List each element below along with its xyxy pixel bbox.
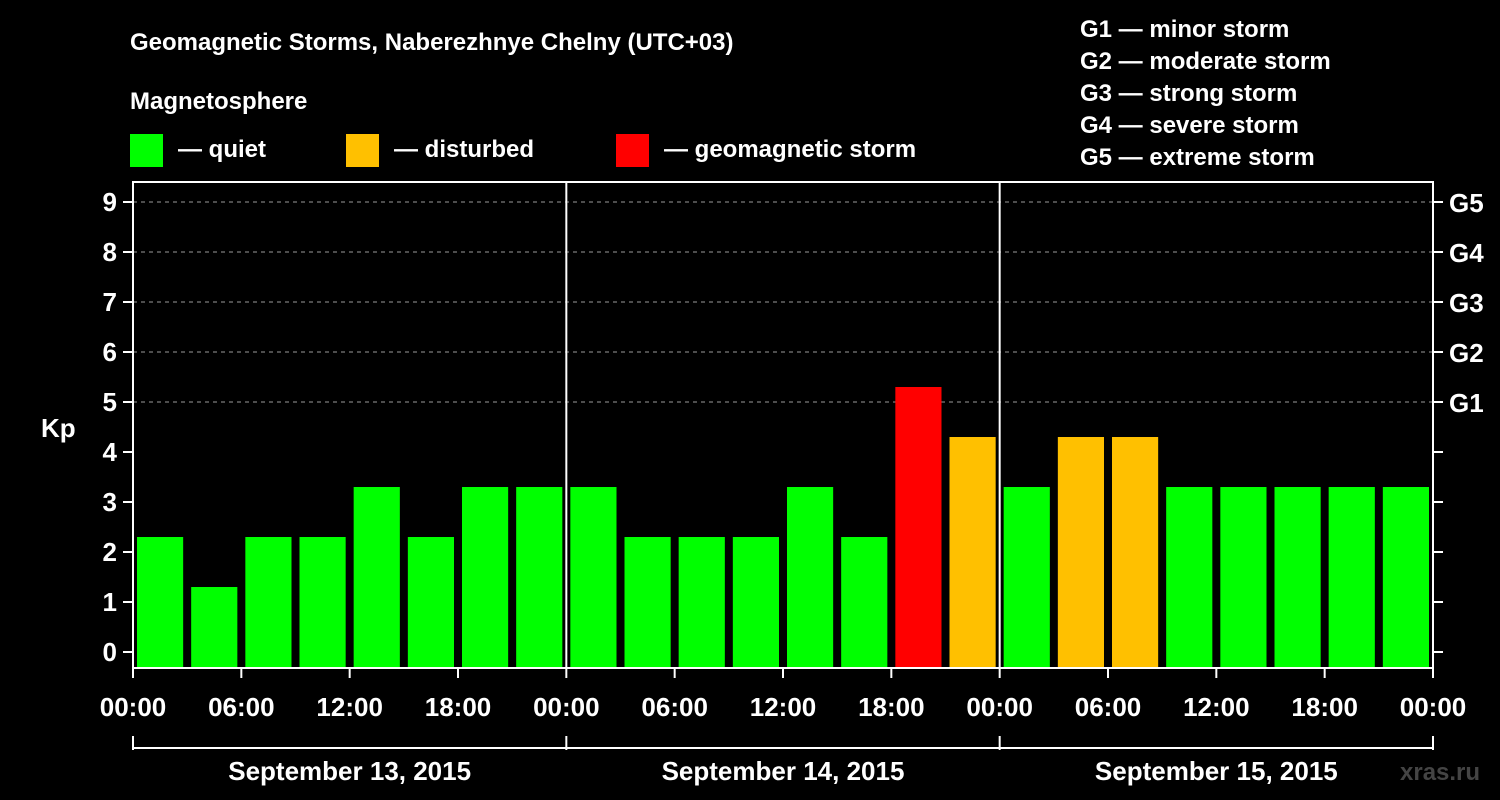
bar-21 bbox=[1274, 487, 1321, 668]
g-scale-item-1: G2 — moderate storm bbox=[1080, 48, 1331, 75]
bar-19 bbox=[1166, 487, 1213, 668]
y-tick-label-3: 3 bbox=[103, 487, 117, 517]
legend-label-0: — quiet bbox=[178, 136, 266, 163]
y-tick-label-8: 8 bbox=[103, 237, 117, 267]
g-scale-item-3: G4 — severe storm bbox=[1080, 112, 1299, 139]
x-tick-label-12: 00:00 bbox=[1400, 692, 1467, 722]
y-tick-label-5: 5 bbox=[103, 387, 117, 417]
x-tick-label-11: 18:00 bbox=[1291, 692, 1358, 722]
g-scale-legend: G1 — minor storm G2 — moderate storm G3 — … bbox=[1080, 16, 1331, 171]
x-tick-label-0: 00:00 bbox=[100, 692, 167, 722]
y-tick-label-6: 6 bbox=[103, 337, 117, 367]
g-level-label-4: G5 bbox=[1449, 188, 1484, 218]
g-level-label-3: G4 bbox=[1449, 238, 1484, 268]
bar-15 bbox=[949, 437, 996, 668]
axes: 0 1 2 3 4 5 6 7 8 9 G1 G2 G3 G4 G5 00:00 06:00 12:00 18:00… bbox=[100, 181, 1484, 786]
grid bbox=[133, 201, 1433, 403]
bar-9 bbox=[624, 537, 671, 668]
y-tick-label-9: 9 bbox=[103, 187, 117, 217]
legend: — quiet — disturbed — geomagnetic storm bbox=[130, 134, 916, 167]
x-tick-label-3: 18:00 bbox=[425, 692, 492, 722]
legend-label-1: — disturbed bbox=[394, 136, 534, 163]
x-tick-label-10: 12:00 bbox=[1183, 692, 1250, 722]
g-scale-item-0: G1 — minor storm bbox=[1080, 16, 1289, 43]
g-scale-item-4: G5 — extreme storm bbox=[1080, 144, 1315, 171]
bar-18 bbox=[1112, 437, 1159, 668]
day-label-2: September 15, 2015 bbox=[1095, 756, 1338, 786]
y-tick-label-7: 7 bbox=[103, 287, 117, 317]
legend-title: Magnetosphere bbox=[130, 88, 307, 115]
legend-swatch-1 bbox=[346, 134, 379, 167]
chart-title: Geomagnetic Storms, Naberezhnye Chelny (… bbox=[130, 29, 734, 56]
bar-4 bbox=[353, 487, 400, 668]
x-tick-label-6: 12:00 bbox=[750, 692, 817, 722]
x-tick-label-9: 06:00 bbox=[1075, 692, 1142, 722]
bars bbox=[137, 387, 1429, 668]
bar-8 bbox=[570, 487, 617, 668]
y-tick-label-4: 4 bbox=[103, 437, 118, 467]
y-axis-label: Kp bbox=[41, 413, 76, 443]
bar-23 bbox=[1382, 487, 1429, 668]
g-level-label-0: G1 bbox=[1449, 388, 1484, 418]
bar-11 bbox=[732, 537, 779, 668]
bar-13 bbox=[841, 537, 888, 668]
legend-swatch-0 bbox=[130, 134, 163, 167]
y-tick-label-0: 0 bbox=[103, 637, 117, 667]
g-level-label-1: G2 bbox=[1449, 338, 1484, 368]
bar-6 bbox=[462, 487, 509, 668]
bar-5 bbox=[407, 537, 454, 668]
x-tick-label-5: 06:00 bbox=[641, 692, 708, 722]
bar-17 bbox=[1057, 437, 1104, 668]
bar-0 bbox=[137, 537, 184, 668]
y-tick-label-2: 2 bbox=[103, 537, 117, 567]
bar-22 bbox=[1328, 487, 1375, 668]
bar-10 bbox=[678, 537, 725, 668]
bar-3 bbox=[299, 537, 346, 668]
bar-16 bbox=[1003, 487, 1050, 668]
g-scale-item-2: G3 — strong storm bbox=[1080, 80, 1297, 107]
day-label-0: September 13, 2015 bbox=[228, 756, 471, 786]
x-tick-label-4: 00:00 bbox=[533, 692, 600, 722]
bar-14 bbox=[895, 387, 942, 668]
bar-20 bbox=[1220, 487, 1267, 668]
x-tick-label-7: 18:00 bbox=[858, 692, 925, 722]
legend-label-2: — geomagnetic storm bbox=[664, 136, 916, 163]
g-level-label-2: G3 bbox=[1449, 288, 1484, 318]
bar-2 bbox=[245, 537, 292, 668]
x-tick-label-8: 00:00 bbox=[966, 692, 1033, 722]
bar-1 bbox=[191, 587, 238, 668]
watermark: xras.ru bbox=[1400, 759, 1480, 786]
x-tick-label-2: 12:00 bbox=[316, 692, 383, 722]
legend-swatch-2 bbox=[616, 134, 649, 167]
x-tick-label-1: 06:00 bbox=[208, 692, 275, 722]
bar-12 bbox=[787, 487, 834, 668]
y-tick-label-1: 1 bbox=[103, 587, 117, 617]
day-label-1: September 14, 2015 bbox=[662, 756, 905, 786]
bar-7 bbox=[516, 487, 563, 668]
